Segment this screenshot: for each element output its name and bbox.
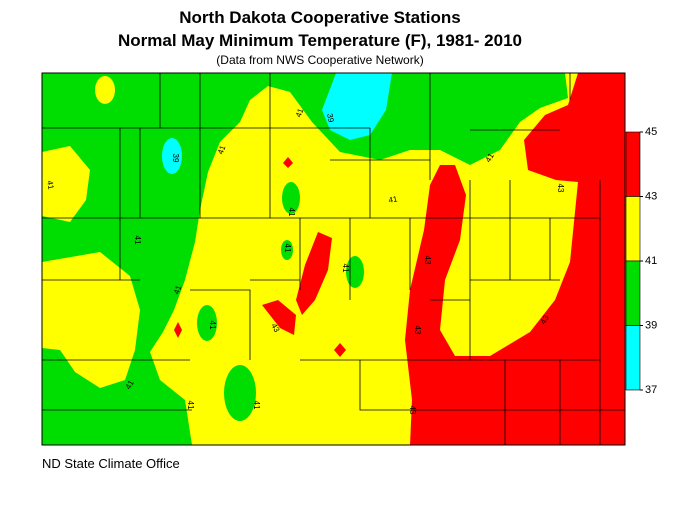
legend-swatch bbox=[625, 325, 641, 391]
legend-tick-label: 37 bbox=[645, 384, 657, 396]
contour-label: 41 bbox=[283, 244, 292, 253]
footer: ND State Climate Office bbox=[42, 456, 180, 471]
region bbox=[224, 365, 256, 421]
contour-label: 41 bbox=[252, 401, 261, 410]
map-border bbox=[41, 72, 626, 446]
legend-tick-label: 41 bbox=[645, 255, 657, 267]
contour-label: 39 bbox=[325, 113, 336, 124]
contour-label: 39 bbox=[171, 154, 180, 163]
legend-tick-label: 45 bbox=[645, 126, 657, 138]
region bbox=[296, 232, 332, 315]
legend-swatch bbox=[625, 196, 641, 262]
region bbox=[197, 305, 217, 341]
region bbox=[346, 256, 364, 288]
contour-label: 41 bbox=[287, 208, 296, 217]
region bbox=[95, 76, 115, 104]
legend-swatch bbox=[625, 260, 641, 326]
region bbox=[282, 182, 300, 214]
county-lines bbox=[42, 73, 625, 445]
region bbox=[262, 300, 296, 335]
legend-tick-label: 43 bbox=[645, 190, 657, 202]
contour-label: 41 bbox=[208, 321, 217, 330]
contour-label: 43 bbox=[408, 406, 417, 415]
region bbox=[162, 138, 182, 174]
region bbox=[281, 240, 293, 260]
contour-label: 41 bbox=[133, 236, 142, 245]
region bbox=[42, 252, 140, 388]
region bbox=[405, 73, 625, 445]
region bbox=[42, 146, 90, 222]
contour-label: 41 bbox=[341, 264, 350, 273]
contour-label: 41 bbox=[45, 180, 56, 191]
title: North Dakota Cooperative Stations bbox=[179, 8, 461, 27]
legend-tick-label: 39 bbox=[645, 319, 657, 331]
color-legend: 45 43 41 39 37 bbox=[625, 126, 657, 396]
legend-swatch bbox=[625, 131, 641, 197]
contour-label: 43 bbox=[556, 184, 565, 193]
contour-label: 43 bbox=[423, 256, 432, 265]
contour-label: 41 bbox=[172, 284, 184, 296]
contour-label: 41 bbox=[388, 194, 399, 205]
source-note: (Data from NWS Cooperative Network) bbox=[216, 53, 423, 67]
region bbox=[322, 73, 392, 140]
contour-label: 41 bbox=[216, 144, 228, 156]
contour-label: 43 bbox=[413, 326, 422, 335]
subtitle: Normal May Minimum Temperature (F), 1981… bbox=[118, 31, 522, 50]
contour-label: 41 bbox=[186, 401, 195, 410]
map bbox=[41, 72, 626, 446]
contour-label: 41 bbox=[294, 107, 306, 119]
